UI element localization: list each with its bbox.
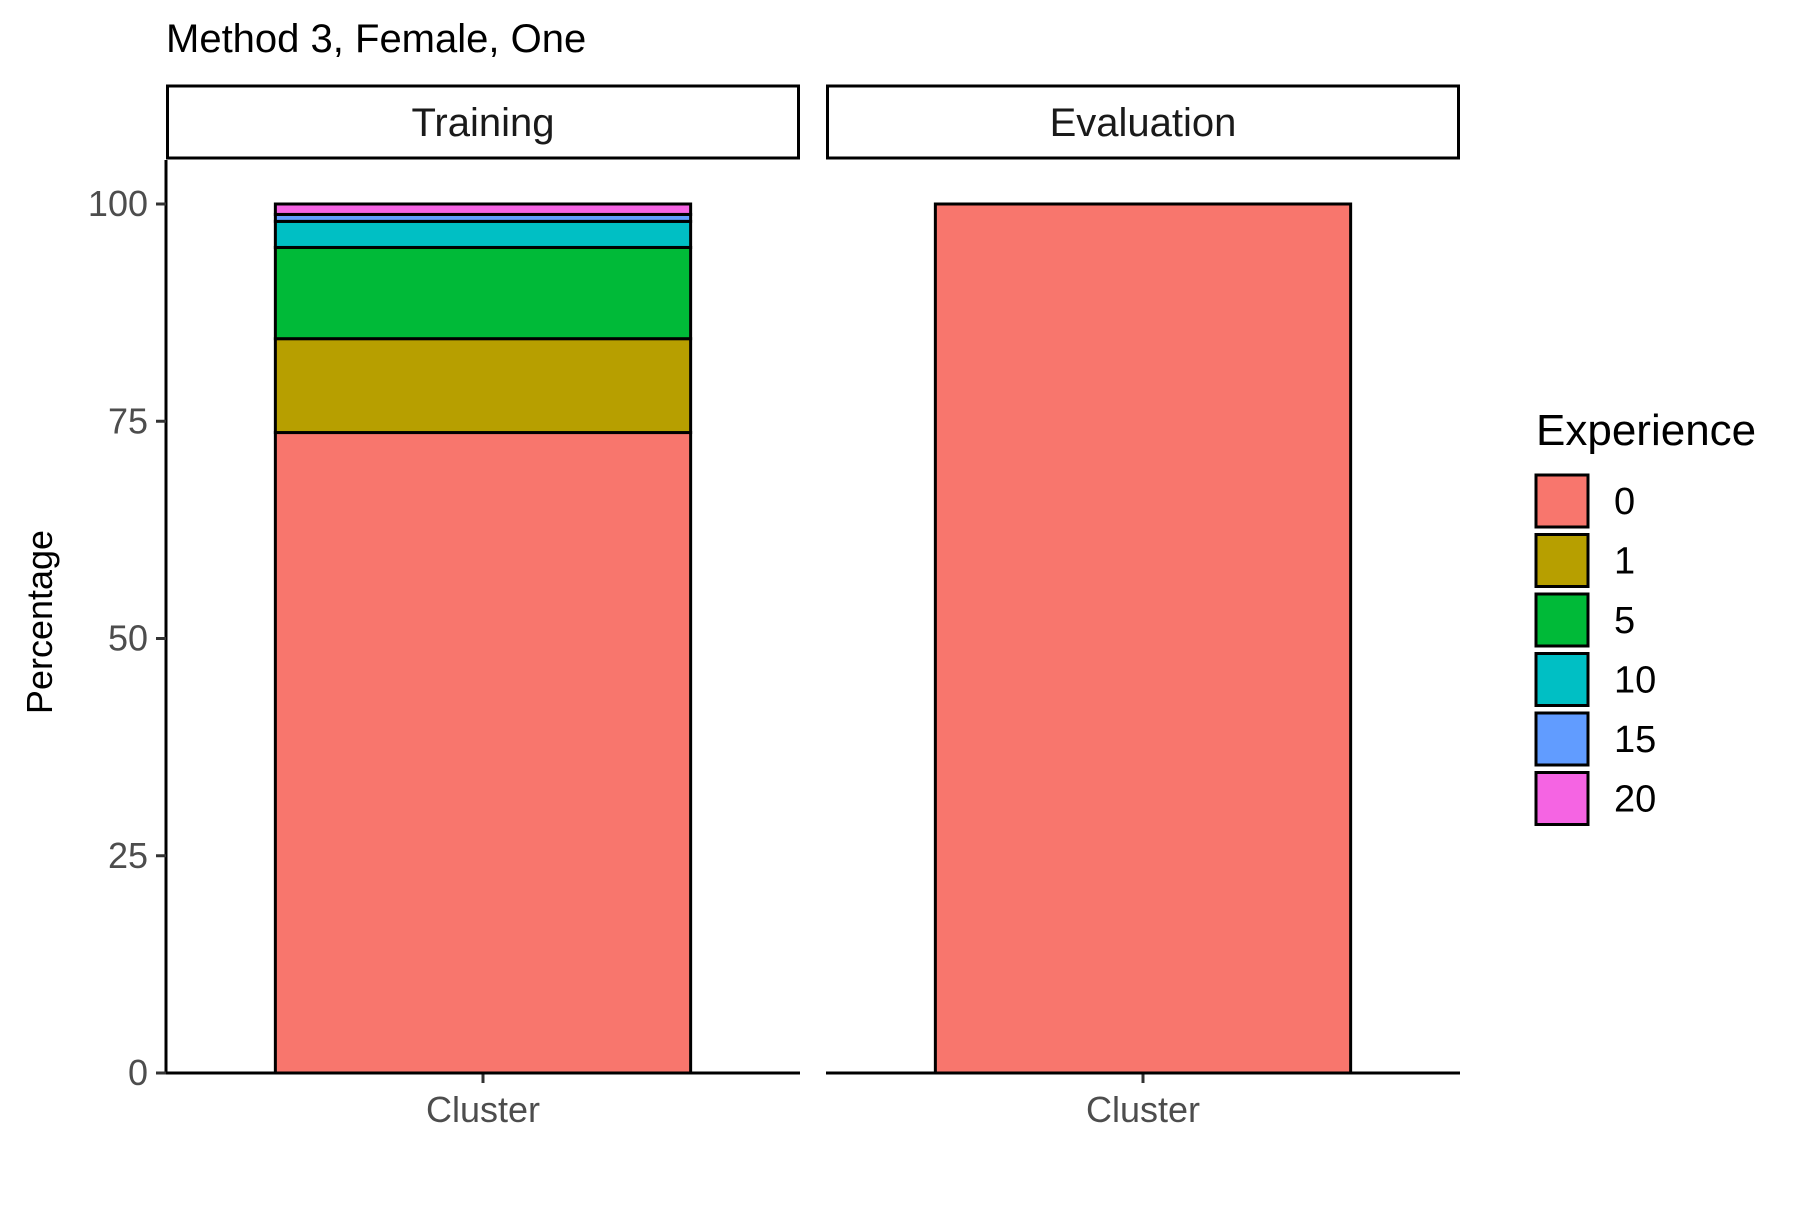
legend-key-15	[1534, 711, 1590, 767]
facet-panel-evaluation: Evaluation Cluster	[826, 84, 1460, 1130]
bar-segment-0	[273, 431, 693, 1075]
bar-segment-20	[273, 202, 693, 216]
legend-label-15: 15	[1614, 719, 1656, 761]
y-tick-label: 100	[88, 183, 148, 224]
y-tick-label: 50	[108, 618, 148, 659]
legend-key-1	[1534, 533, 1590, 588]
legend-key-0	[1534, 473, 1590, 529]
facet-panel-training: Training Cluster	[166, 84, 800, 1130]
legend-label-20: 20	[1614, 779, 1656, 821]
legend-title: Experience	[1536, 406, 1756, 455]
chart-title: Method 3, Female, One	[166, 17, 586, 61]
legend-label-1: 1	[1614, 541, 1635, 583]
facet-panels: 0 25 50 75 100 Training Cluster Evaluation Clust…	[88, 84, 1460, 1130]
y-axis-title: Percentage	[19, 530, 60, 714]
bar-segment-10	[273, 219, 693, 249]
y-tick-label: 25	[108, 835, 148, 876]
legend-key-20	[1534, 771, 1590, 826]
legend-label-10: 10	[1614, 660, 1656, 702]
facet-strip-box	[166, 84, 800, 160]
bar-segment-0	[933, 202, 1353, 1075]
legend-key-10	[1534, 652, 1590, 707]
x-tick-label: Cluster	[1086, 1089, 1200, 1130]
legend-label-5: 5	[1614, 600, 1635, 642]
facet-strip-label: Evaluation	[1050, 101, 1237, 145]
bar-segment-5	[273, 245, 693, 341]
facet-strip-box	[826, 84, 1460, 160]
bar-segment-1	[273, 337, 693, 435]
legend-key-5	[1534, 592, 1590, 648]
facet-strip-label: Training	[411, 101, 554, 145]
y-tick-label: 75	[108, 400, 148, 441]
x-tick-label: Cluster	[426, 1089, 540, 1130]
y-tick-label: 0	[128, 1052, 148, 1093]
legend-label-0: 0	[1614, 481, 1635, 523]
